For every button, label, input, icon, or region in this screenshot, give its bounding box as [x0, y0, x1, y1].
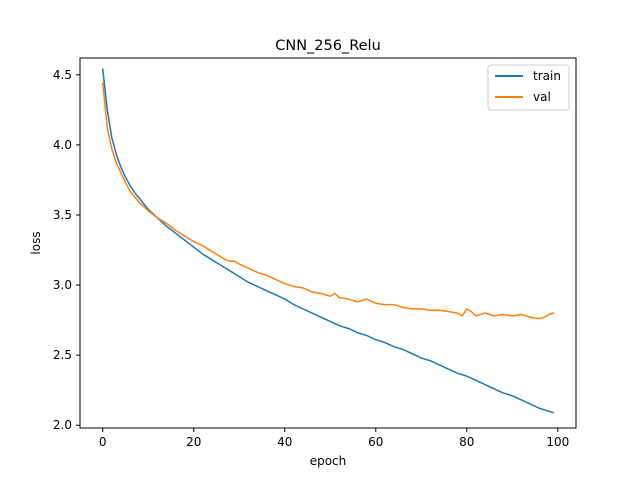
legend-label-train: train — [533, 69, 561, 83]
y-tick-label: 4.0 — [53, 138, 72, 152]
series-line-train — [101, 68, 555, 414]
x-tick-label: 0 — [99, 435, 107, 449]
x-tick-label: 40 — [277, 435, 292, 449]
y-tick-label: 2.0 — [53, 418, 72, 432]
x-tick-label: 60 — [368, 435, 383, 449]
series-line-val — [101, 82, 555, 320]
x-tick-label: 20 — [186, 435, 201, 449]
legend-label-val: val — [533, 90, 551, 104]
plot-frame — [79, 57, 577, 429]
y-tick-label: 2.5 — [53, 348, 72, 362]
chart-title: CNN_256_Relu — [275, 38, 381, 54]
x-tick-label: 80 — [459, 435, 474, 449]
y-axis-label: loss — [29, 231, 43, 254]
y-axis-ticks: 2.0 2.5 3.0 3.5 4.0 4.5 — [53, 68, 80, 432]
x-axis-label: epoch — [310, 454, 347, 468]
legend: train val — [487, 64, 570, 111]
y-tick-label: 4.5 — [53, 68, 72, 82]
plot-lines — [101, 68, 555, 414]
y-tick-label: 3.0 — [53, 278, 72, 292]
x-tick-label: 100 — [546, 435, 569, 449]
y-tick-label: 3.5 — [53, 208, 72, 222]
x-axis-ticks: 0 20 40 60 80 100 — [99, 428, 569, 449]
